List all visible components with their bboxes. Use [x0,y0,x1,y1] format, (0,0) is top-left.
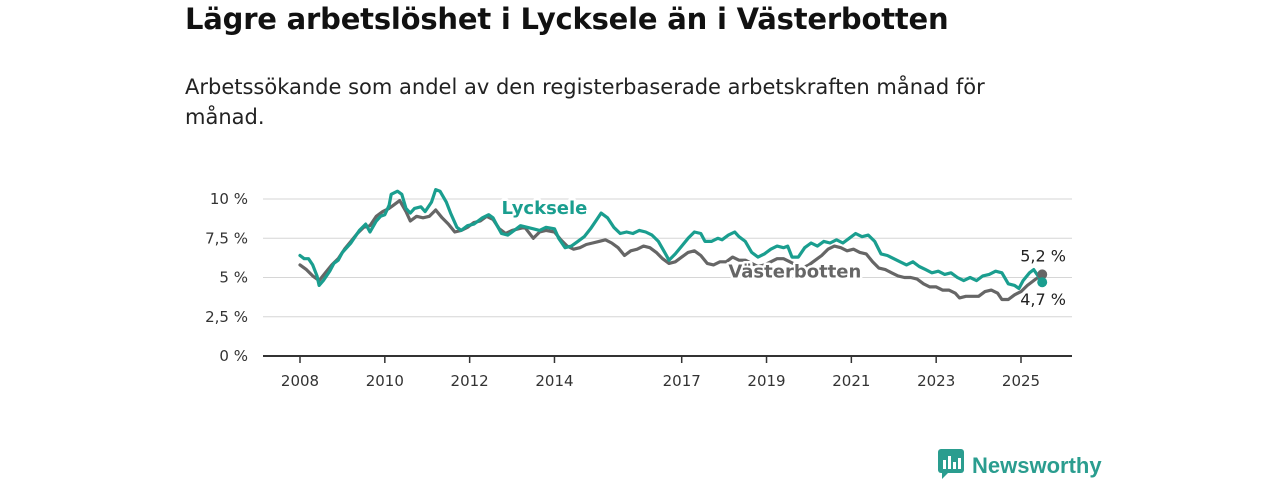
lycksele-end-label: 4,7 % [1020,290,1066,309]
axis-layer: 0 % 2,5 % 5 % 7,5 % 10 % 2008 2010 2012 2014 2017… [205,190,1072,390]
x-tick-label: 2019 [747,372,785,390]
y-tick-label: 0 % [219,347,248,365]
y-tick-label: 7,5 % [205,229,248,247]
label-layer: 5,2 % 4,7 % Lycksele Västerbotten [499,195,1066,309]
chart-title: Lägre arbetslöshet i Lycksele än i Väste… [185,2,949,36]
lycksele-end-marker [1037,277,1048,288]
brand[interactable]: Newsworthy [938,449,1102,483]
y-tick-label: 2,5 % [205,308,248,326]
x-tick-label: 2023 [917,372,955,390]
x-tick-label: 2010 [366,372,404,390]
series-line-vasterbotten [298,199,1044,302]
lycksele-series-label: Lycksele [501,198,587,219]
grid-layer [263,198,1072,318]
series-layer [298,188,1048,302]
x-tick-label: 2012 [451,372,489,390]
x-tick-label: 2017 [663,372,701,390]
y-tick-label: 10 % [210,190,248,208]
vasterbotten-series-label: Västerbotten [728,262,861,283]
x-tick-label: 2021 [832,372,870,390]
x-tick-label: 2025 [1002,372,1040,390]
y-tick-label: 5 % [219,269,248,287]
vasterbotten-end-marker [1037,269,1048,280]
series-line-lycksele [298,188,1044,291]
newsworthy-logo-icon [938,449,964,483]
x-tick-label: 2008 [281,372,319,390]
brand-name: Newsworthy [972,453,1102,478]
vasterbotten-end-label: 5,2 % [1020,246,1066,265]
chart-subtitle: Arbetssökande som andel av den registerb… [185,75,985,129]
x-tick-label: 2014 [535,372,573,390]
